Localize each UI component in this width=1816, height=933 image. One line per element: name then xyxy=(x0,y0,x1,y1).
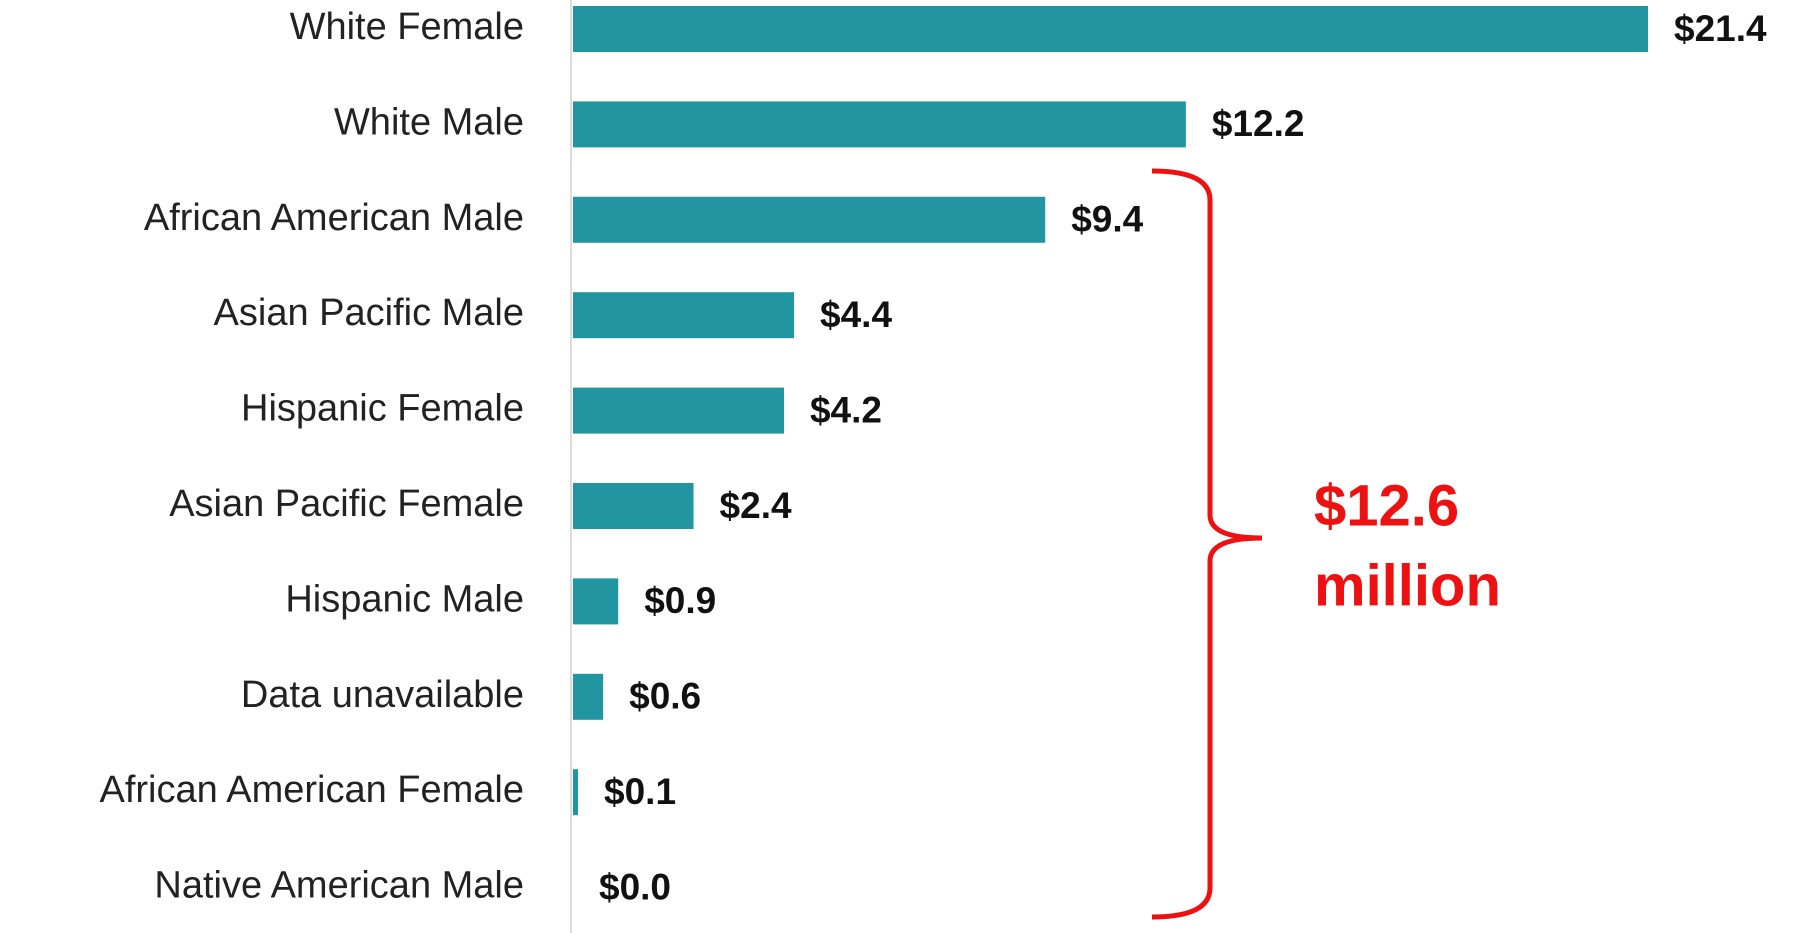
category-label: Data unavailable xyxy=(241,674,524,716)
category-label: Native American Male xyxy=(154,865,524,907)
category-label: White Male xyxy=(334,101,524,143)
value-label: $4.2 xyxy=(810,389,882,430)
bar xyxy=(573,292,795,339)
value-label: $21.4 xyxy=(1674,8,1767,49)
value-label: $0.6 xyxy=(629,676,701,717)
annotation: million xyxy=(1314,553,1501,618)
category-label: Hispanic Male xyxy=(285,578,524,620)
value-label: $0.1 xyxy=(604,771,676,812)
bar xyxy=(573,6,1648,52)
value-label: $12.2 xyxy=(1212,103,1305,144)
value-label: $0.9 xyxy=(644,580,716,621)
bar xyxy=(573,769,579,816)
category-label: Asian Pacific Male xyxy=(214,292,524,334)
value-label: $2.4 xyxy=(720,485,792,526)
bar xyxy=(573,483,694,529)
value-label: $0.0 xyxy=(599,866,671,907)
bar xyxy=(573,578,619,625)
bar xyxy=(573,387,784,434)
category-label: African American Male xyxy=(144,197,524,239)
category-label: Asian Pacific Female xyxy=(169,483,524,525)
bar xyxy=(573,196,1046,243)
value-label: $4.4 xyxy=(820,294,892,335)
category-label: Hispanic Female xyxy=(241,388,524,430)
bar xyxy=(573,673,604,720)
bracket xyxy=(1151,168,1263,920)
category-label: White Female xyxy=(290,6,524,48)
category-label: African American Female xyxy=(100,769,525,811)
annotation: $12.6 xyxy=(1314,473,1459,538)
value-label: $9.4 xyxy=(1071,199,1143,240)
bar xyxy=(573,101,1186,148)
